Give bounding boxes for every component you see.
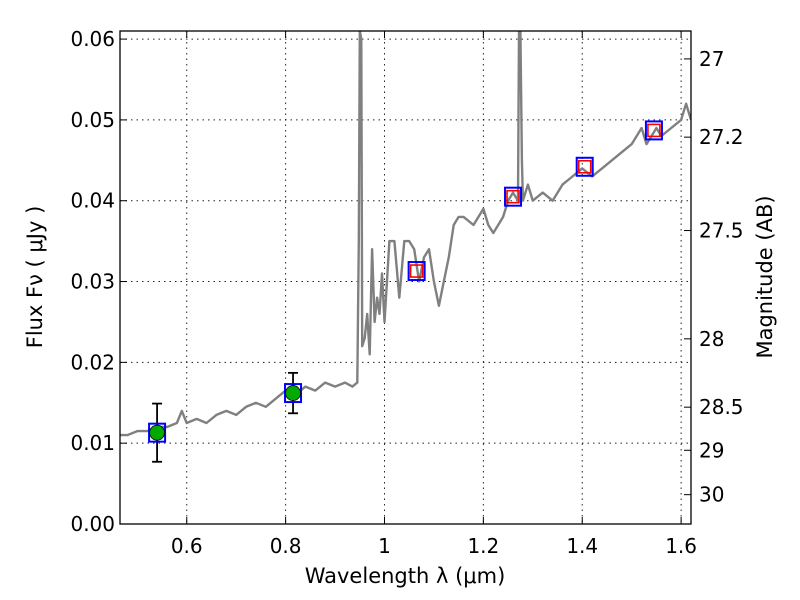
x-tick-label: 1 bbox=[378, 534, 391, 558]
model-point-blue-square bbox=[284, 383, 303, 404]
plot-area bbox=[120, 31, 691, 463]
model-point-red-square bbox=[409, 264, 424, 278]
model-point-blue-square bbox=[407, 261, 426, 282]
y2-tick-label: 27.2 bbox=[699, 125, 744, 149]
x-tick-label: 0.6 bbox=[171, 534, 203, 558]
y2-axis-label: Magnitude (AB) bbox=[753, 195, 777, 358]
y-tick-label: 0.03 bbox=[70, 270, 115, 294]
model-point-blue-square bbox=[644, 120, 663, 141]
x-tick-label: 1.2 bbox=[467, 534, 499, 558]
x-axis-label: Wavelength λ (μm) bbox=[305, 564, 506, 588]
y-tick-label: 0.01 bbox=[70, 431, 115, 455]
x-tick-label: 1.6 bbox=[665, 534, 697, 558]
observed-point bbox=[149, 424, 165, 441]
model-point-red-square bbox=[506, 189, 520, 204]
model-spectrum-line bbox=[120, 31, 691, 437]
model-point-blue-square bbox=[148, 422, 167, 443]
y2-tick-label: 27 bbox=[699, 47, 724, 71]
y2-tick-label: 28.5 bbox=[699, 395, 744, 419]
model-point-red-square bbox=[647, 123, 661, 138]
y-axis-label: Flux Fν ( μJy ) bbox=[23, 206, 47, 349]
y2-tick-label: 28 bbox=[699, 327, 724, 351]
observed-point bbox=[285, 385, 301, 401]
y-tick-label: 0.02 bbox=[70, 350, 115, 374]
y2-tick-label: 29 bbox=[699, 438, 724, 462]
y-tick-label: 0.00 bbox=[70, 512, 115, 536]
y-tick-label: 0.04 bbox=[70, 189, 115, 213]
model-point-red-square bbox=[577, 159, 592, 174]
x-tick-label: 0.8 bbox=[270, 534, 302, 558]
x-tick-label: 1.4 bbox=[566, 534, 598, 558]
y-tick-label: 0.05 bbox=[70, 108, 115, 132]
model-point-blue-square bbox=[575, 156, 594, 177]
y-tick-label: 0.06 bbox=[70, 27, 115, 51]
axis-ticks: 0.6 0.8 1 1.2 1.4 1.6 0.00 0.01 0.02 0.03 0.04 0.05… bbox=[70, 27, 743, 558]
y2-tick-label: 30 bbox=[699, 483, 724, 507]
grid bbox=[120, 31, 691, 525]
y2-tick-label: 27.5 bbox=[699, 219, 744, 243]
model-point-blue-square bbox=[504, 186, 523, 207]
plot-frame bbox=[119, 30, 692, 525]
